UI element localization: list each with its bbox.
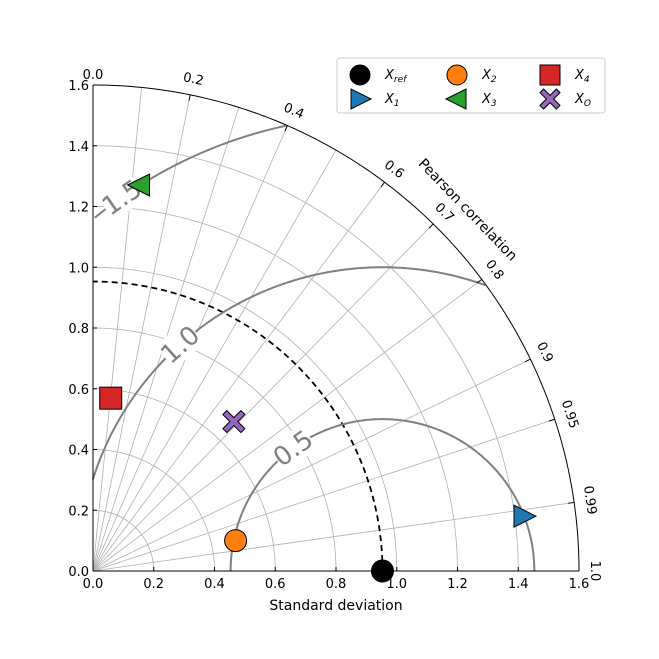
legend-marker-xo	[539, 88, 561, 110]
x-axis-label: Standard deviation	[269, 598, 402, 614]
reference-std-arc	[92, 280, 384, 572]
correlation-tick-label: 0.8	[482, 257, 506, 283]
correlation-grid-line	[92, 181, 385, 572]
legend-label-subscript: ref	[394, 75, 408, 85]
y-tick-label: 1.4	[68, 140, 89, 155]
rms-contour-label: 0.5	[268, 425, 319, 474]
y-tick-label: 0.2	[68, 504, 89, 519]
legend-marker-xref	[349, 64, 371, 86]
x-tick-label: 0.6	[265, 577, 286, 592]
correlation-tick-label: 0.95	[558, 398, 581, 430]
legend-marker-x1	[350, 88, 373, 110]
x-tick-label: 0.4	[204, 577, 225, 592]
legend-label-subscript: 1	[394, 99, 400, 109]
y-tick-label: 1.0	[68, 261, 89, 276]
legend-label-subscript: 4	[584, 75, 590, 85]
correlation-tick-mark	[428, 223, 434, 229]
legend-label-subscript: 2	[491, 75, 497, 85]
rms-contour	[229, 418, 536, 572]
x-tick-label: 1.0	[386, 577, 407, 592]
correlation-tick-label: 0.9	[533, 340, 556, 365]
outer-arc	[92, 84, 580, 572]
correlation-grid-line	[92, 358, 531, 572]
correlation-grid-line	[92, 223, 434, 572]
legend-marker-x3	[444, 88, 467, 110]
correlation-tick-label: 0.0	[83, 68, 104, 83]
correlation-grid-line	[92, 149, 337, 572]
std-grid-arc	[92, 509, 155, 572]
correlation-grid-line	[92, 87, 142, 572]
correlation-tick-mark	[380, 181, 386, 188]
correlation-tick-label: 0.4	[281, 100, 306, 122]
legend-marker-x2	[446, 64, 468, 86]
correlation-tick-mark	[284, 125, 288, 132]
rms-contour	[91, 266, 486, 480]
grid-layer	[92, 87, 575, 572]
correlation-grid-line	[92, 279, 483, 572]
correlation-tick-mark	[548, 418, 555, 422]
correlation-grid-line	[92, 418, 555, 572]
std-grid-arc	[92, 145, 519, 572]
marker-x2	[224, 529, 248, 553]
y-tick-label: 0.0	[68, 565, 89, 580]
marker-x1	[513, 504, 538, 528]
correlation-tick-mark	[568, 501, 575, 504]
correlation-tick-label: 0.99	[580, 485, 599, 516]
rms-label-background	[268, 424, 319, 473]
std-grid-arc	[92, 206, 458, 572]
correlation-tick-mark	[188, 94, 191, 101]
correlation-tick-mark	[524, 358, 531, 363]
y-tick-label: 1.2	[68, 201, 89, 216]
rms-contour-layer: 0.51.01.5	[91, 124, 536, 572]
correlation-axis-label: Pearson correlation	[415, 156, 520, 265]
legend-marker-x4	[539, 64, 561, 86]
x-tick-label: 0.2	[143, 577, 164, 592]
marker-layer	[99, 173, 538, 583]
legend-label-subscript: 3	[491, 99, 497, 109]
correlation-tick-mark	[476, 278, 483, 284]
x-tick-label: 1.6	[569, 577, 590, 592]
std-grid-arc	[92, 266, 398, 572]
marker-x4	[99, 386, 123, 410]
y-tick-label: 0.4	[68, 444, 89, 459]
y-tick-label: 0.6	[68, 383, 89, 398]
correlation-tick-label: 0.6	[381, 158, 407, 182]
std-grid-arc	[92, 388, 276, 572]
marker-xref	[370, 559, 394, 583]
correlation-grid-line	[92, 94, 191, 572]
legend-label-subscript: O	[584, 99, 591, 109]
y-tick-label: 1.6	[68, 79, 89, 94]
marker-xo	[222, 409, 246, 434]
std-grid-arc	[92, 449, 215, 572]
x-tick-label: 1.2	[447, 577, 468, 592]
correlation-grid-line	[92, 502, 575, 572]
x-tick-label: 0.8	[326, 577, 347, 592]
std-grid-arc	[92, 327, 337, 572]
x-tick-label: 0.0	[83, 577, 104, 592]
legend-box	[336, 57, 606, 114]
marker-x3	[126, 173, 151, 197]
y-tick-label: 0.8	[68, 322, 89, 337]
rms-label-background	[155, 319, 206, 370]
correlation-tick-label: 0.2	[182, 70, 205, 89]
correlation-tick-label: 1.0	[587, 561, 602, 582]
rms-contour-label: 1.0	[155, 320, 206, 370]
x-tick-label: 1.4	[508, 577, 529, 592]
